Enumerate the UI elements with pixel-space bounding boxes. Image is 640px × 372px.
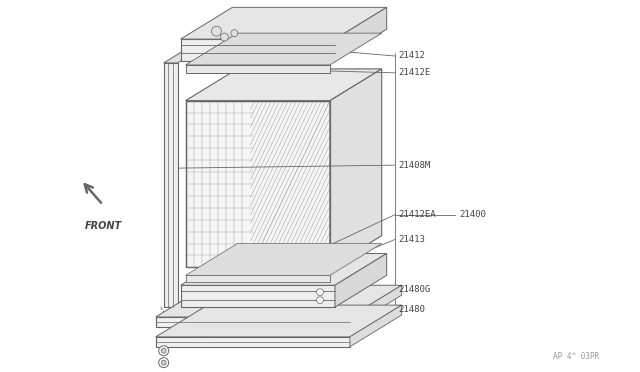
Text: 21400: 21400 [460, 210, 486, 219]
Text: AP 4^ 03PR: AP 4^ 03PR [552, 352, 599, 361]
Polygon shape [156, 285, 402, 317]
Circle shape [159, 346, 169, 356]
Circle shape [211, 26, 221, 36]
Text: FRONT: FRONT [85, 221, 122, 231]
Text: 21413: 21413 [399, 235, 426, 244]
Text: 21480: 21480 [399, 305, 426, 314]
Polygon shape [186, 101, 330, 267]
Text: 21412E: 21412E [399, 68, 431, 77]
Polygon shape [180, 253, 387, 285]
Polygon shape [180, 7, 387, 39]
Polygon shape [186, 244, 381, 275]
Circle shape [317, 296, 323, 304]
Polygon shape [156, 337, 350, 347]
Polygon shape [164, 31, 229, 63]
Circle shape [161, 348, 166, 353]
Circle shape [159, 358, 169, 368]
Polygon shape [350, 305, 402, 347]
Polygon shape [186, 33, 381, 65]
Polygon shape [156, 317, 350, 327]
Polygon shape [186, 65, 330, 73]
Circle shape [220, 33, 228, 41]
Polygon shape [156, 305, 402, 337]
Polygon shape [350, 285, 402, 327]
Polygon shape [330, 69, 381, 267]
Circle shape [231, 30, 238, 36]
Circle shape [317, 289, 323, 296]
Polygon shape [335, 7, 387, 61]
Circle shape [161, 360, 166, 365]
Polygon shape [335, 253, 387, 307]
Polygon shape [164, 63, 178, 307]
Text: 21412EA: 21412EA [399, 210, 436, 219]
Polygon shape [186, 69, 381, 101]
Text: 21412: 21412 [399, 51, 426, 61]
Polygon shape [186, 275, 330, 282]
Text: 21408M: 21408M [399, 161, 431, 170]
Text: 21480G: 21480G [399, 285, 431, 294]
Polygon shape [180, 285, 335, 307]
Polygon shape [180, 39, 335, 61]
